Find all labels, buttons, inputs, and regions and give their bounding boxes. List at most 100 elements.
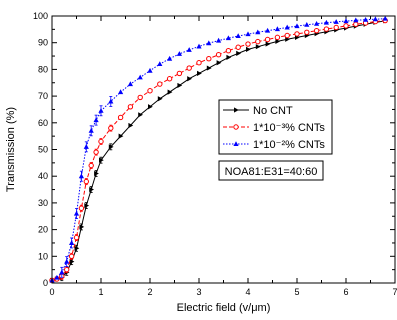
data-point (333, 24, 339, 31)
data-point (353, 17, 359, 23)
data-point (108, 98, 114, 104)
data-point (382, 15, 388, 21)
data-point (69, 240, 75, 245)
data-point (138, 112, 143, 118)
data-point (226, 54, 232, 60)
y-tick-label: 0 (43, 278, 48, 288)
y-tick-label: 100 (33, 11, 48, 21)
data-point (246, 46, 251, 52)
legend-label: 1*10⁻³% CNTs (253, 122, 325, 134)
data-point (73, 234, 80, 241)
data-point (167, 55, 173, 61)
data-point (304, 22, 310, 27)
data-point (187, 76, 192, 82)
data-point (363, 16, 369, 22)
data-point (83, 144, 89, 149)
data-point (197, 70, 202, 77)
data-point (186, 47, 192, 52)
data-point (69, 259, 75, 265)
data-point (59, 269, 65, 275)
data-point (94, 170, 99, 177)
data-point (255, 38, 261, 45)
data-point (235, 44, 241, 50)
annotation-box (218, 160, 324, 181)
legend-marker (234, 107, 239, 113)
data-point (294, 23, 300, 29)
legend-marker (233, 141, 239, 146)
data-point (157, 96, 163, 102)
data-point (54, 274, 60, 280)
data-point (216, 60, 222, 66)
data-point (343, 23, 349, 29)
data-point (353, 21, 359, 27)
data-point (225, 48, 232, 54)
data-point (196, 43, 202, 49)
x-tick-label: 5 (294, 287, 299, 297)
x-tick-label: 2 (147, 287, 152, 297)
data-point (372, 16, 378, 22)
x-tick-label: 6 (343, 287, 348, 297)
data-point (245, 41, 251, 47)
data-point (167, 89, 173, 95)
data-point (265, 27, 271, 33)
data-point (274, 26, 280, 32)
annotation-text: NOA81:E31=40:60 (225, 166, 318, 178)
data-point (314, 20, 320, 26)
data-point (78, 173, 84, 179)
y-tick-label: 30 (38, 198, 48, 208)
data-point (147, 67, 153, 73)
data-point (89, 186, 94, 193)
data-point (323, 26, 330, 32)
data-point (128, 122, 134, 129)
data-point (157, 61, 163, 67)
data-point (206, 56, 212, 62)
series-line (51, 20, 386, 281)
data-point (166, 76, 173, 82)
data-point (78, 205, 85, 211)
series-line (51, 20, 386, 281)
annotation: NOA81:E31=40:60 (218, 160, 324, 181)
x-axis-label: Electric field (v/μm) (177, 302, 271, 314)
y-tick-label: 50 (38, 145, 48, 155)
data-point (64, 266, 70, 273)
data-point (264, 36, 271, 43)
data-point (137, 74, 143, 80)
y-tick-label: 20 (38, 225, 48, 235)
data-point (157, 81, 163, 87)
data-point (275, 38, 281, 44)
data-point (294, 31, 300, 37)
data-point (118, 133, 124, 139)
x-tick-label: 7 (392, 287, 397, 297)
data-point (64, 258, 70, 264)
plot-frame (51, 15, 396, 284)
data-point (127, 81, 133, 87)
data-point (215, 52, 222, 58)
data-point (255, 44, 261, 50)
data-point (117, 114, 124, 121)
y-tick-label: 70 (38, 91, 48, 101)
x-tick-label: 3 (196, 287, 201, 297)
data-point (225, 35, 231, 41)
data-point (265, 41, 271, 47)
data-point (93, 117, 99, 123)
series-layer (49, 15, 388, 284)
series-2 (49, 15, 388, 283)
y-tick-label: 90 (38, 38, 48, 48)
y-tick-label: 60 (38, 118, 48, 128)
legend-entry: 1*10⁻³% CNTs (223, 122, 325, 134)
legend-entry: No CNT (223, 105, 293, 117)
legend-marker (233, 124, 239, 130)
data-point (108, 144, 114, 150)
legend-entry: 1*10⁻²% CNTs (223, 139, 325, 151)
data-point (216, 37, 222, 43)
y-tick-label: 40 (38, 171, 48, 181)
data-point (68, 253, 75, 259)
y-tick-label: 10 (38, 251, 48, 261)
data-point (235, 33, 241, 39)
data-point (98, 138, 104, 145)
data-point (83, 178, 90, 185)
y-tick-label: 80 (38, 64, 48, 74)
data-point (147, 88, 153, 94)
